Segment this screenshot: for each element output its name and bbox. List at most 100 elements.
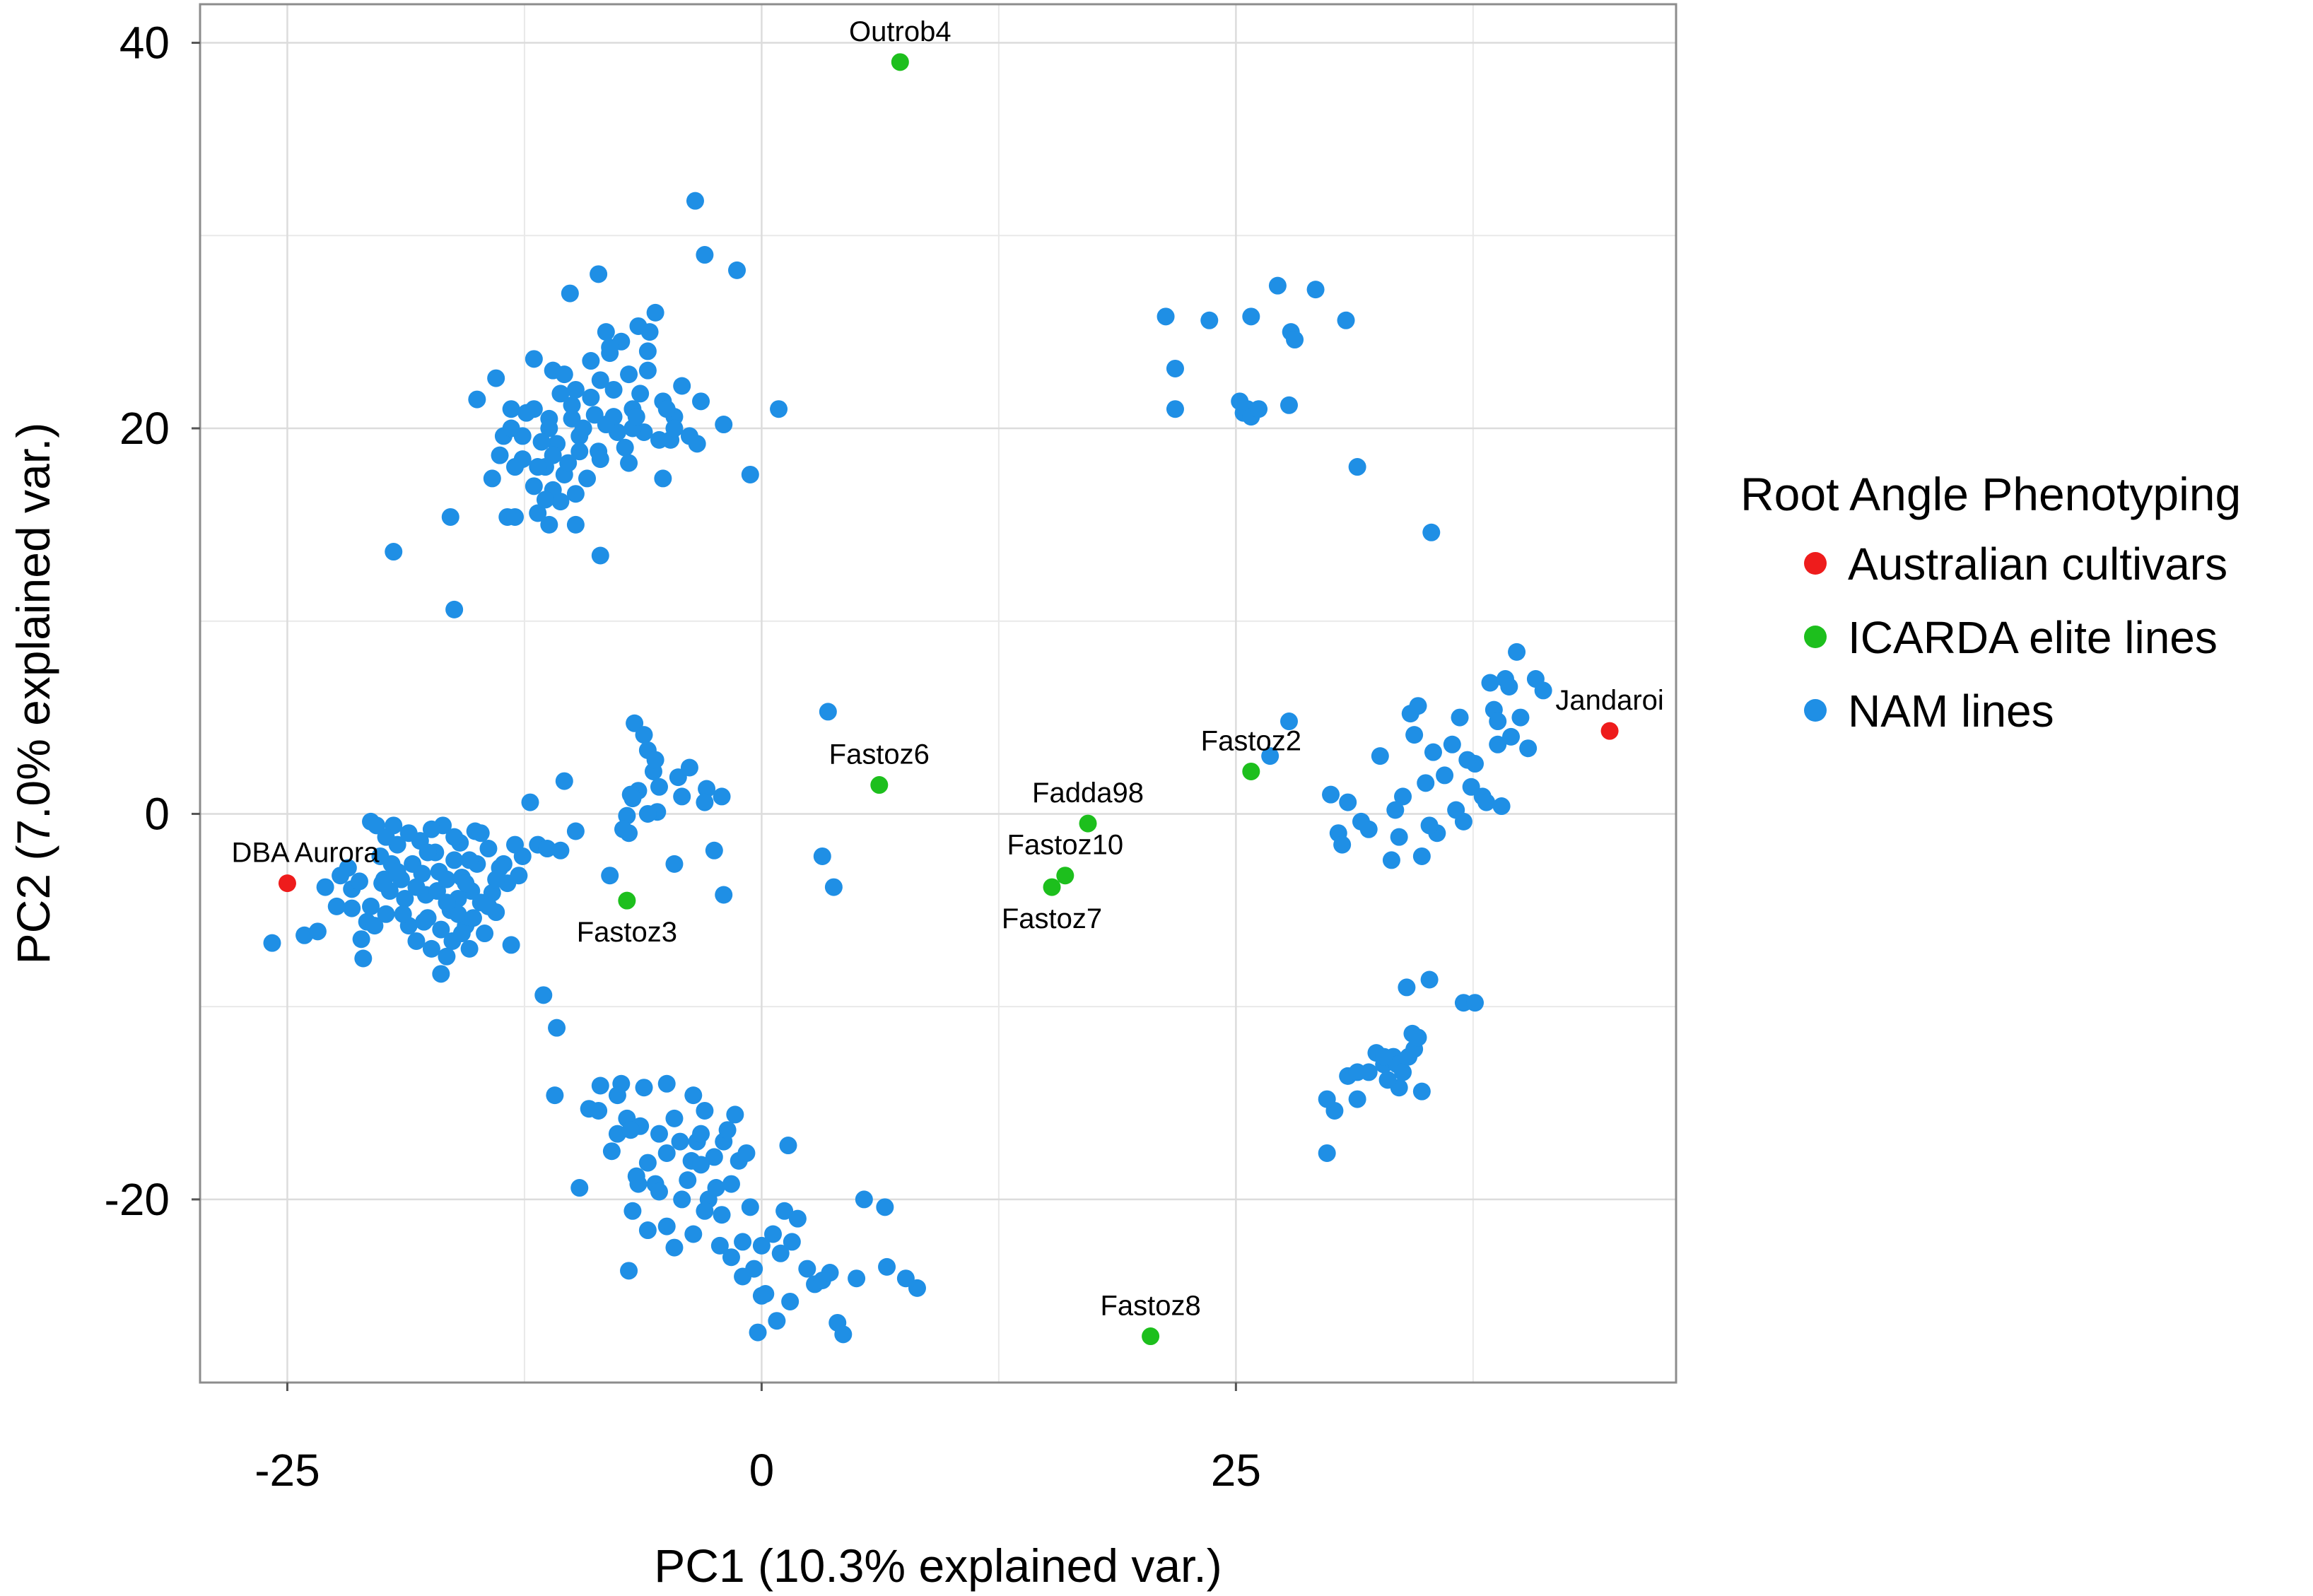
data-point-nam-lines <box>768 1312 786 1330</box>
data-point-nam-lines <box>1286 331 1304 349</box>
data-point-nam-lines <box>601 867 619 885</box>
data-point-nam-lines <box>597 323 615 341</box>
data-point-nam-lines <box>616 438 634 457</box>
data-point-nam-lines <box>570 442 589 461</box>
data-point-nam-lines <box>551 385 570 403</box>
x-axis-title: PC1 (10.3% explained var.) <box>654 1539 1222 1592</box>
data-point-nam-lines <box>327 897 346 915</box>
data-point-nam-lines <box>452 925 471 943</box>
data-point-nam-lines <box>483 884 501 902</box>
legend-swatch <box>1804 699 1827 722</box>
data-point-nam-lines <box>620 365 638 384</box>
point-label: Fastoz6 <box>829 739 930 770</box>
data-point-nam-lines <box>590 265 608 283</box>
data-point-nam-lines <box>491 446 509 464</box>
data-point-nam-lines <box>441 507 459 526</box>
data-point-nam-lines <box>413 864 431 883</box>
data-point-nam-lines <box>848 1269 866 1288</box>
data-point-nam-lines <box>650 1183 668 1201</box>
data-point-nam-lines <box>834 1325 853 1344</box>
data-point-nam-lines <box>1348 1063 1366 1081</box>
data-point-nam-lines <box>354 949 373 968</box>
data-point-nam-lines <box>407 932 426 950</box>
major-gridlines <box>200 4 1676 1383</box>
data-point-nam-lines <box>362 897 380 915</box>
data-point-nam-lines <box>635 726 653 744</box>
data-point-nam-lines <box>715 416 733 434</box>
y-axis: -20 0 20 40 PC2 (7.0% explained var.) <box>7 18 200 1225</box>
data-point-nam-lines <box>566 380 585 399</box>
data-point-nam-lines <box>696 793 714 811</box>
data-point-nam-lines <box>540 515 558 534</box>
data-point-nam-lines <box>770 400 788 418</box>
data-point-nam-lines <box>506 458 525 476</box>
data-point-nam-lines <box>460 939 479 958</box>
data-point-nam-lines <box>1394 1063 1412 1081</box>
data-point-nam-lines <box>591 546 609 565</box>
points-layer <box>263 53 1619 1346</box>
data-point-nam-lines <box>445 851 464 869</box>
data-point-nam-lines <box>601 338 619 356</box>
data-point-nam-lines <box>590 1101 608 1120</box>
data-point-nam-lines <box>1511 708 1530 727</box>
x-tick-label: -25 <box>254 1445 320 1496</box>
point-labels: DBA Aurora Jandaroi Outrob4 Fastoz6 Fastoz2 F… <box>231 16 1663 1322</box>
data-point-nam-lines <box>713 1206 731 1224</box>
data-point-nam-lines <box>665 419 684 438</box>
data-point-nam-lines <box>476 925 494 943</box>
data-point-nam-lines <box>657 1144 676 1162</box>
data-point-nam-lines <box>295 926 314 944</box>
data-point-nam-lines <box>529 504 547 522</box>
data-point-nam-lines <box>1454 812 1472 831</box>
data-point-nam-lines <box>506 507 525 526</box>
data-point-nam-lines <box>1489 712 1507 731</box>
data-point-nam-lines <box>627 408 645 426</box>
data-point-nam-lines <box>696 1101 714 1120</box>
data-point-nam-lines <box>536 491 554 509</box>
data-point-icarda-elite-lines <box>1242 762 1260 780</box>
data-point-nam-lines <box>502 936 520 954</box>
data-point-nam-lines <box>821 1264 839 1282</box>
data-point-nam-lines <box>650 1125 668 1143</box>
data-point-nam-lines <box>741 465 759 483</box>
data-point-nam-lines <box>710 1236 729 1255</box>
data-point-nam-lines <box>638 361 657 380</box>
data-point-nam-lines <box>1322 785 1340 804</box>
data-point-nam-lines <box>673 377 691 395</box>
data-point-nam-lines <box>692 1125 710 1143</box>
data-point-nam-lines <box>657 400 676 418</box>
data-point-nam-lines <box>665 1109 684 1127</box>
point-label: Outrob4 <box>849 16 951 47</box>
data-point-nam-lines <box>510 867 528 885</box>
data-point-nam-lines <box>561 284 579 303</box>
data-point-australian-cultivars <box>278 874 296 893</box>
legend: Root Angle Phenotyping Australian cultiv… <box>1740 468 2241 737</box>
data-point-nam-lines <box>623 1202 642 1220</box>
data-point-nam-lines <box>377 905 395 923</box>
data-point-nam-lines <box>1306 281 1325 299</box>
data-point-nam-lines <box>679 1171 697 1190</box>
data-point-nam-lines <box>479 840 498 858</box>
point-label: Fastoz2 <box>1201 725 1301 756</box>
data-point-nam-lines <box>1422 523 1441 541</box>
data-point-nam-lines <box>582 388 600 406</box>
data-point-nam-lines <box>1371 747 1389 765</box>
data-point-nam-lines <box>350 872 368 891</box>
data-point-nam-lines <box>517 404 536 422</box>
data-point-nam-lines <box>1443 735 1461 753</box>
data-point-nam-lines <box>460 851 479 869</box>
data-point-nam-lines <box>1409 697 1427 715</box>
data-point-nam-lines <box>591 450 609 469</box>
data-point-nam-lines <box>457 874 475 893</box>
data-point-nam-lines <box>686 192 704 210</box>
data-point-nam-lines <box>555 365 573 384</box>
data-point-nam-lines <box>578 469 596 488</box>
data-point-nam-lines <box>385 543 403 561</box>
data-point-nam-lines <box>1339 793 1357 811</box>
data-point-nam-lines <box>1500 677 1518 696</box>
data-point-nam-lines <box>1489 735 1507 753</box>
data-point-nam-lines <box>432 920 450 939</box>
plot-panel: DBA Aurora Jandaroi Outrob4 Fastoz6 Fastoz2 F… <box>199 3 1677 1384</box>
data-point-nam-lines <box>783 1233 801 1251</box>
